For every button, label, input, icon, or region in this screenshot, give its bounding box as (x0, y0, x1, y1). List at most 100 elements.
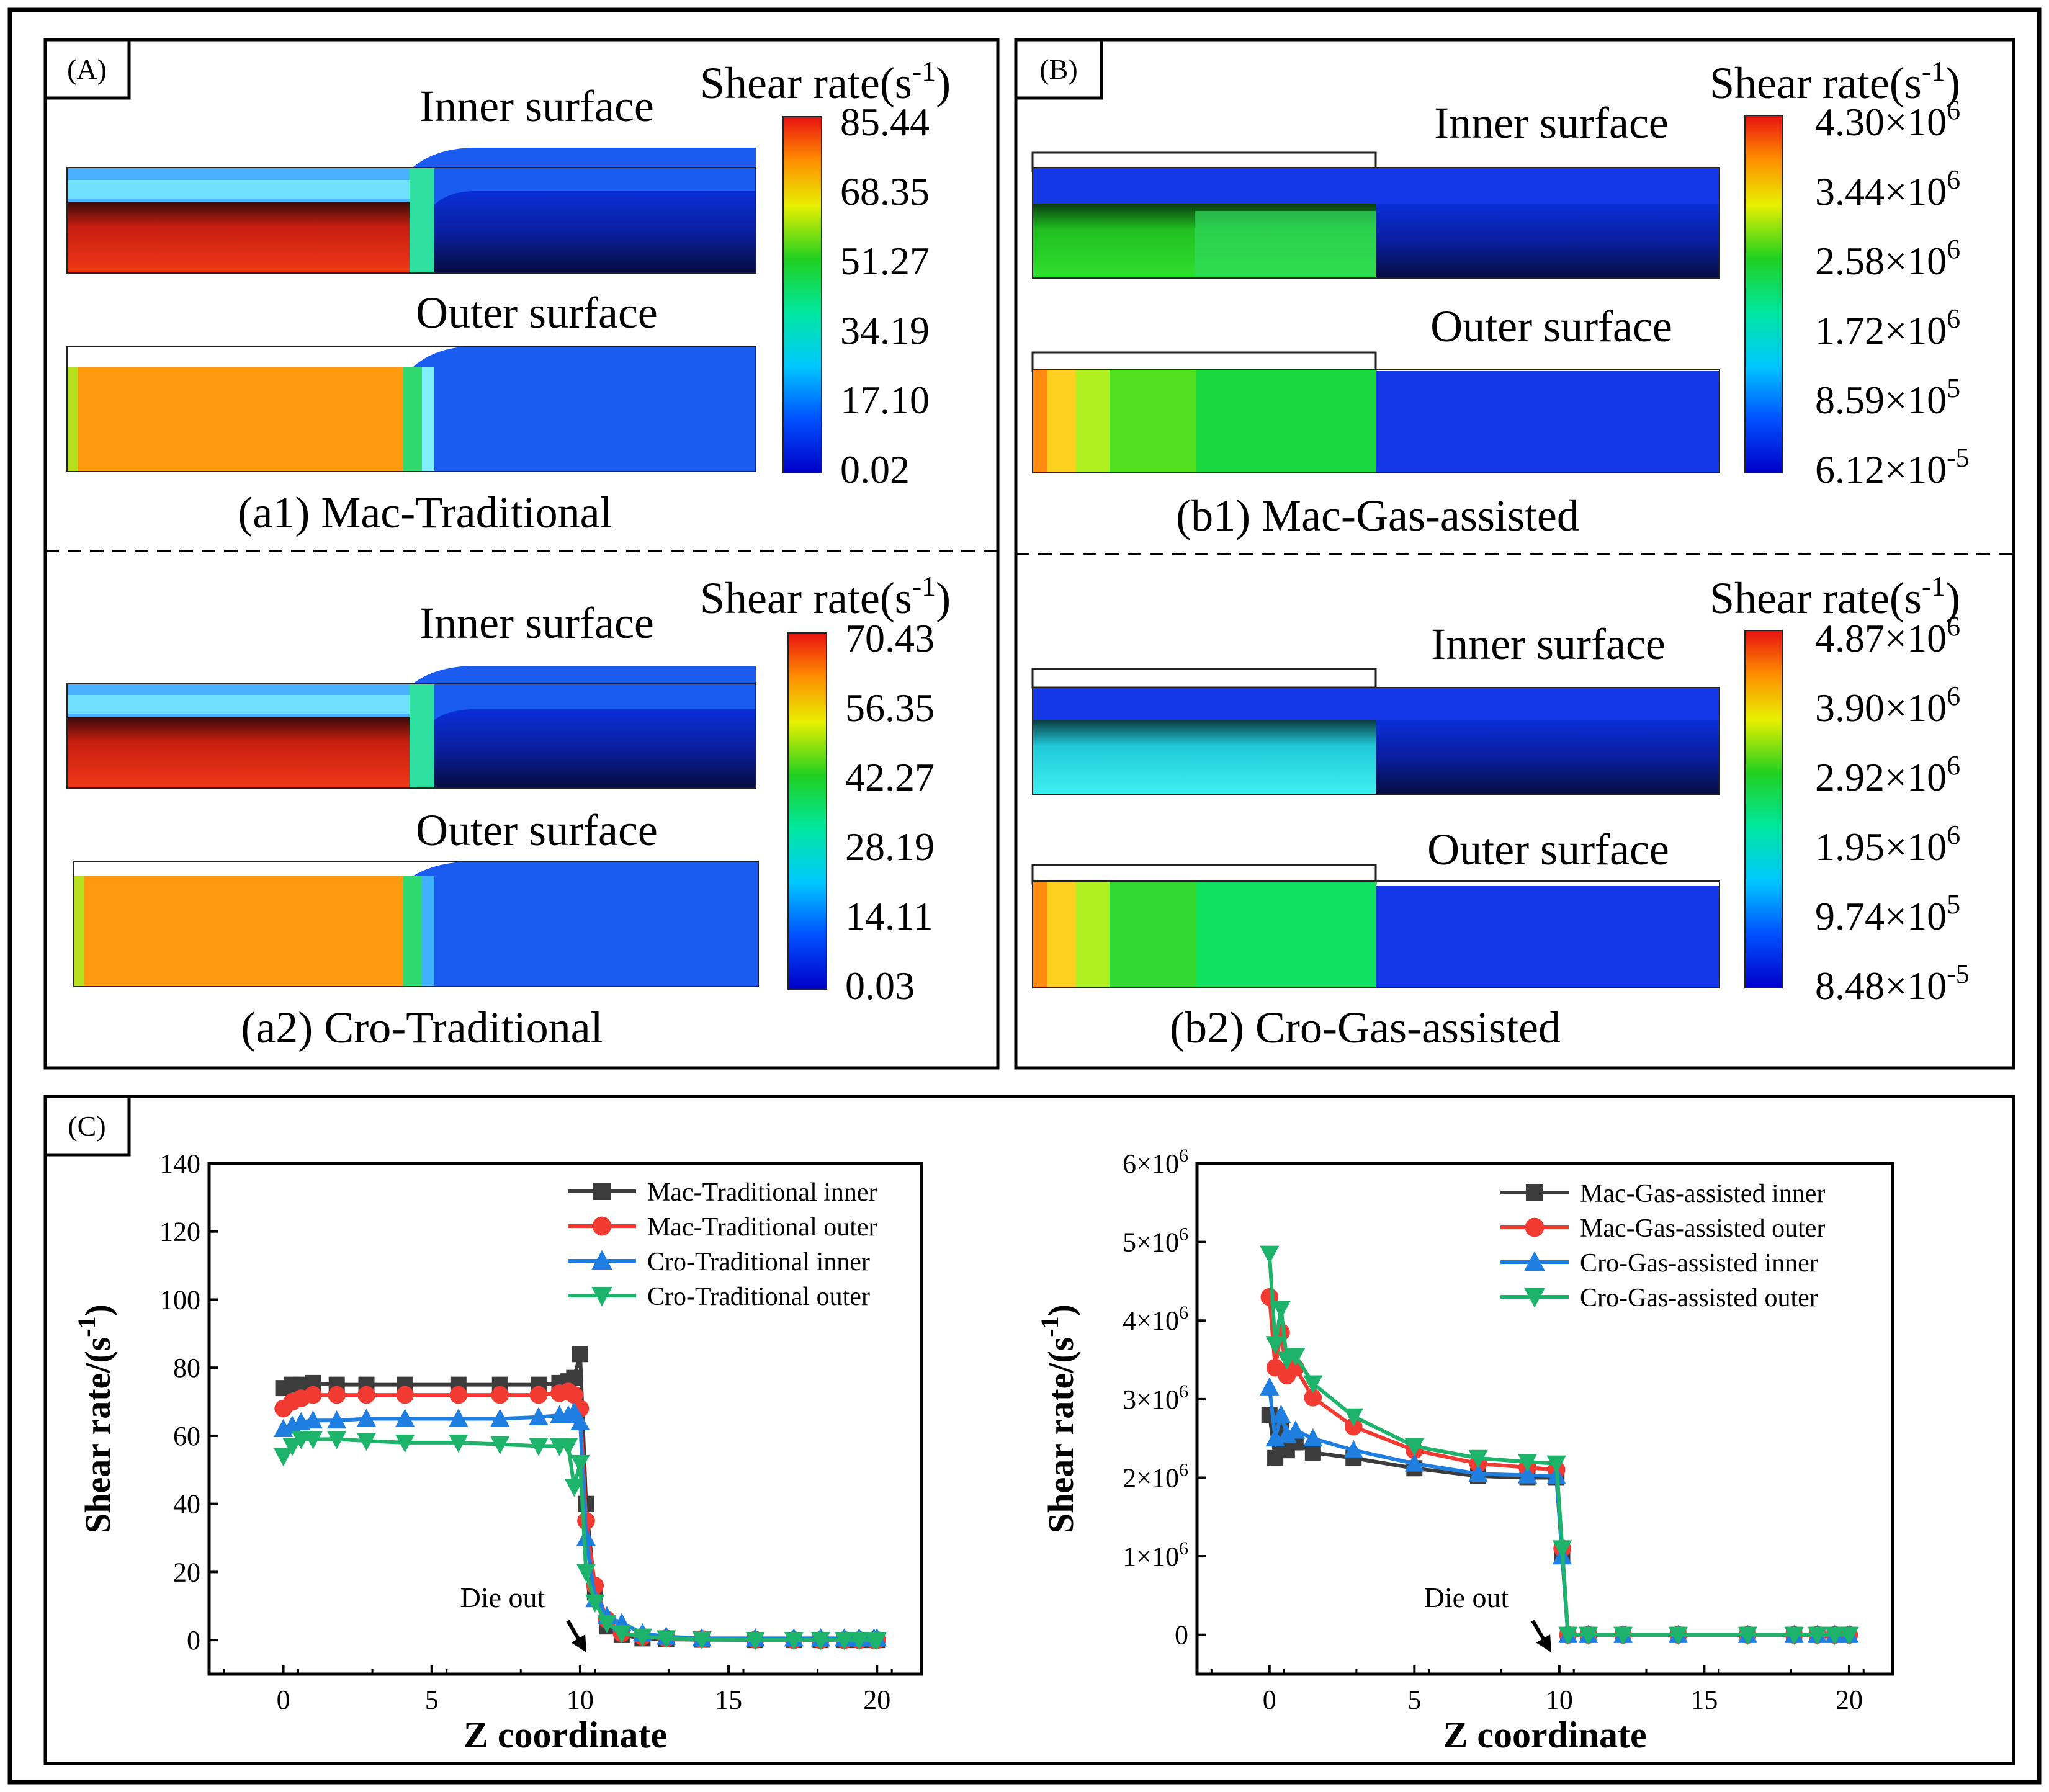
colorbar-tick-label: 8.48×10-5 (1815, 959, 1970, 1008)
y-tick-label: 3×106 (1123, 1381, 1188, 1415)
x-tick-label: 0 (1263, 1685, 1276, 1715)
colorbar-tick-label: 2.58×106 (1815, 234, 1960, 283)
colorbar-tick-label: 85.44 (840, 100, 930, 144)
a1-legend-title: Shear rate(s-1) (700, 55, 951, 108)
legend-entry: Cro-Gas-assisted outer (1500, 1284, 1818, 1312)
data-point (1304, 1389, 1322, 1407)
panel-a-frame (43, 38, 1000, 1070)
x-tick-label: 20 (1836, 1685, 1863, 1715)
x-tick-label: 5 (425, 1685, 439, 1715)
data-point (1343, 1408, 1363, 1427)
colorbar-tick-label: 14.11 (845, 894, 933, 938)
b2-colorbar (1744, 630, 1783, 988)
legend-label: Mac-Traditional outer (647, 1213, 877, 1242)
b2-caption: (b2) Cro-Gas-assisted (1170, 1003, 1561, 1052)
legend-marker (591, 1287, 612, 1307)
legend-label: Mac-Traditional inner (647, 1178, 877, 1207)
legend-marker (592, 1216, 612, 1236)
data-point (1404, 1438, 1424, 1457)
data-point (491, 1386, 509, 1404)
data-point (1404, 1453, 1424, 1472)
panel-c-label: (C) (68, 1110, 105, 1142)
a2-inner-label: Inner surface (419, 598, 654, 648)
data-point (597, 1615, 617, 1633)
a1-colorbar (782, 116, 822, 473)
panel-c-frame (43, 1095, 2015, 1765)
data-point (810, 1632, 830, 1651)
data-point (1468, 1463, 1488, 1482)
data-point (1737, 1626, 1758, 1645)
b1-caption: (b1) Mac-Gas-assisted (1176, 491, 1579, 540)
y-tick-label: 0 (187, 1625, 200, 1655)
data-point (449, 1434, 469, 1453)
y-tick-label: 4×106 (1123, 1302, 1188, 1336)
legend-marker (593, 1183, 611, 1200)
legend-entry: Mac-Gas-assisted outer (1500, 1214, 1825, 1243)
data-point (1839, 1626, 1859, 1645)
x-tick-label: 5 (1407, 1685, 1421, 1715)
legend-entry: Mac-Gas-assisted inner (1500, 1180, 1825, 1208)
chart-traditional: 0 5 10 15 20 0 20 40 60 80 100 120 140 Z coordinate Sh… (73, 1149, 923, 1755)
data-point (490, 1436, 510, 1454)
colorbar-tick-label: 2.92×106 (1815, 750, 1960, 799)
y-tick-label: 120 (159, 1217, 200, 1247)
data-point (1260, 1377, 1280, 1396)
x-tick-label: 20 (863, 1685, 890, 1715)
b1-inner-label: Inner surface (1434, 98, 1669, 148)
data-point (585, 1594, 605, 1613)
a2-outer-label: Outer surface (416, 805, 658, 855)
panel-a: (A) Inner surface Outer surface (a1) Mac… (43, 38, 1000, 1070)
y-tick-label: 0 (1175, 1620, 1188, 1651)
series-cro-gas-assisted-outer (1260, 1245, 1859, 1645)
colorbar-tick-label: 0.02 (840, 447, 910, 491)
legend-marker (1525, 1217, 1545, 1237)
data-point (1271, 1301, 1291, 1319)
colorbar-tick-label: 70.43 (845, 616, 935, 660)
b1-inner-contour (1031, 151, 1720, 279)
b2-colorbar-ticks: 4.87×106 3.90×106 2.92×106 1.95×106 9.74×105… (1815, 611, 1970, 1008)
y-tick-label: 140 (159, 1149, 200, 1179)
colorbar-tick-label: 3.90×106 (1815, 681, 1960, 730)
a1-legend: Shear rate(s-1) 85.44 68.35 51.27 34.19 17.1… (700, 55, 951, 491)
legend-entry: Cro-Traditional outer (568, 1283, 870, 1311)
y-tick-label: 6×106 (1123, 1145, 1188, 1179)
colorbar-tick-label: 4.30×106 (1815, 95, 1960, 144)
colorbar-tick-label: 1.72×106 (1815, 303, 1960, 352)
y-tick-label: 100 (159, 1284, 200, 1315)
a1-inner-contour (66, 148, 756, 274)
legend-entry: Cro-Traditional inner (568, 1248, 870, 1276)
data-point (304, 1386, 322, 1404)
data-point (529, 1438, 549, 1456)
data-point (282, 1438, 302, 1456)
data-point (565, 1386, 583, 1404)
data-point (1552, 1540, 1572, 1559)
x-tick-label: 15 (1690, 1685, 1718, 1715)
data-point (356, 1433, 377, 1451)
panel-a-label-box (43, 38, 131, 100)
data-point (273, 1448, 294, 1467)
data-point (396, 1386, 414, 1404)
panel-b-label: (B) (1039, 53, 1077, 85)
colorbar-tick-label: 56.35 (845, 686, 935, 730)
series-cro-traditional-outer (273, 1431, 887, 1651)
data-point (1824, 1626, 1845, 1645)
data-point (1613, 1626, 1633, 1645)
data-point (784, 1632, 804, 1651)
b1-legend-title: Shear rate(s-1) (1710, 55, 1960, 108)
data-point (835, 1632, 854, 1651)
data-point (303, 1431, 323, 1449)
y-axis-label: Shear rate/(s-1) (73, 1304, 118, 1533)
data-point (558, 1438, 578, 1456)
data-point (1343, 1440, 1363, 1459)
data-point (449, 1386, 468, 1404)
data-point (1517, 1454, 1538, 1472)
data-point (1558, 1626, 1578, 1645)
a1-outer-label: Outer surface (416, 288, 658, 338)
b2-inner-label: Inner surface (1431, 619, 1666, 669)
data-point (1265, 1336, 1285, 1355)
legend-entry: Mac-Traditional outer (568, 1213, 877, 1242)
y-tick-label: 60 (173, 1421, 200, 1451)
annotation-die-out: Die out (1424, 1582, 1509, 1613)
b2-legend: Shear rate(s-1) 4.87×106 3.90×106 2.92×106… (1710, 570, 1970, 1008)
